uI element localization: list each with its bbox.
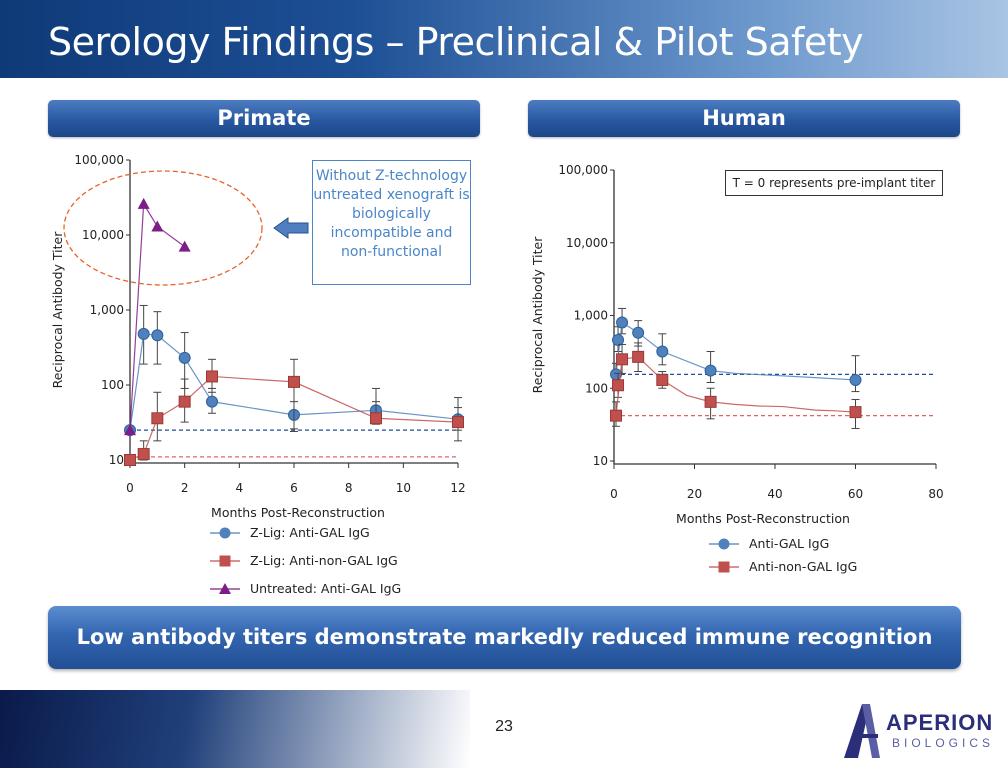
legend-label: Anti-non-GAL IgG — [749, 559, 857, 574]
data-point-circle — [656, 345, 669, 358]
data-point-square — [610, 409, 623, 422]
data-point-square — [656, 373, 669, 386]
data-point-triangle — [151, 220, 164, 232]
legend-label: Z-Lig: Anti-non-GAL IgG — [250, 553, 398, 568]
x-tick-label: 4 — [236, 481, 244, 495]
series-line — [615, 321, 856, 381]
data-point-circle — [151, 329, 164, 342]
data-point-square — [151, 412, 164, 425]
data-point-circle — [632, 326, 645, 339]
left-arrow-icon — [273, 217, 309, 239]
x-tick-label: 10 — [396, 481, 411, 495]
data-point-circle — [178, 351, 191, 364]
series-line — [129, 201, 186, 431]
x-tick-label: 80 — [928, 487, 943, 501]
legend-marker-square — [219, 555, 231, 567]
conclusion-banner: Low antibody titers demonstrate markedly… — [48, 606, 961, 669]
y-tick-label: 100 — [101, 378, 124, 392]
data-point-circle — [137, 327, 150, 340]
x-axis-title: Months Post-Reconstruction — [211, 505, 385, 520]
data-point-square — [124, 454, 136, 466]
legend-marker-circle — [219, 527, 231, 539]
legend-label: Untreated: Anti-GAL IgG — [250, 581, 401, 596]
data-point-square — [632, 350, 645, 363]
data-point-triangle — [137, 197, 150, 209]
y-axis-title: Reciprocal Antibody Titer — [50, 231, 65, 389]
legend-marker-circle — [718, 538, 730, 550]
y-tick-label: 10,000 — [566, 236, 608, 250]
y-tick-label: 100 — [585, 381, 608, 395]
page-number: 23 — [495, 718, 513, 735]
series-line — [615, 356, 856, 416]
data-point-square — [452, 416, 464, 429]
x-tick-label: 8 — [345, 481, 353, 495]
y-tick-label: 10 — [109, 453, 124, 467]
data-point-square — [704, 395, 717, 408]
y-tick-label: 100,000 — [558, 163, 608, 177]
data-point-circle — [849, 373, 862, 386]
x-tick-label: 0 — [610, 487, 618, 501]
data-point-triangle — [124, 424, 136, 436]
legend-label: Anti-GAL IgG — [749, 536, 829, 551]
logo-word-biologics: BIOLOGICS — [892, 736, 995, 750]
primate-chart: 10 100 1,000 10,000 100,000 0 2 4 6 8 10 12 Months P… — [50, 153, 466, 596]
x-axis-title: Months Post-Reconstruction — [676, 511, 850, 526]
aperion-logo-icon — [844, 704, 880, 758]
y-tick-label: 1,000 — [574, 309, 608, 323]
data-point-circle — [206, 395, 218, 408]
y-tick-label: 1,000 — [90, 303, 124, 317]
y-axis-title: Reciprocal Antibody Titer — [530, 236, 545, 394]
title-bar: Serology Findings – Preclinical & Pilot … — [0, 0, 1008, 78]
highlight-ellipse — [63, 170, 263, 286]
x-tick-label: 0 — [126, 481, 134, 495]
data-point-square — [178, 395, 191, 408]
x-tick-label: 40 — [767, 487, 782, 501]
human-panel-header: Human — [528, 100, 960, 137]
data-point-circle — [612, 334, 625, 347]
aperion-logo: APERION BIOLOGICS — [840, 700, 992, 762]
data-point-square — [849, 406, 862, 419]
callout-box: Without Z-technology untreated xenograft… — [312, 160, 471, 285]
data-point-square — [137, 448, 150, 461]
data-point-square — [206, 370, 218, 383]
x-tick-label: 20 — [687, 487, 702, 501]
data-point-square — [288, 375, 300, 388]
data-point-square — [370, 412, 382, 425]
legend-label: Z-Lig: Anti-GAL IgG — [250, 525, 370, 540]
footer-swoosh — [0, 690, 470, 768]
x-tick-label: 60 — [848, 487, 863, 501]
y-tick-label: 100,000 — [74, 153, 124, 167]
legend-marker-triangle — [219, 583, 231, 594]
data-point-circle — [704, 364, 717, 377]
y-tick-label: 10,000 — [82, 228, 124, 242]
logo-word-aperion: APERION — [886, 710, 994, 735]
legend-marker-square — [718, 561, 730, 573]
pre-implant-note: T = 0 represents pre-implant titer — [725, 170, 943, 196]
primate-panel-header: Primate — [48, 100, 480, 137]
data-point-triangle — [178, 240, 191, 252]
human-chart: 10 100 1,000 10,000 100,000 0 20 40 60 80 Months P… — [530, 163, 944, 574]
data-point-square — [616, 353, 629, 366]
data-point-square — [612, 379, 625, 392]
data-point-circle — [616, 316, 629, 329]
page-title: Serology Findings – Preclinical & Pilot … — [48, 20, 864, 64]
x-tick-label: 12 — [450, 481, 465, 495]
y-tick-label: 10 — [593, 454, 608, 468]
x-tick-label: 6 — [290, 481, 298, 495]
x-tick-label: 2 — [181, 481, 189, 495]
